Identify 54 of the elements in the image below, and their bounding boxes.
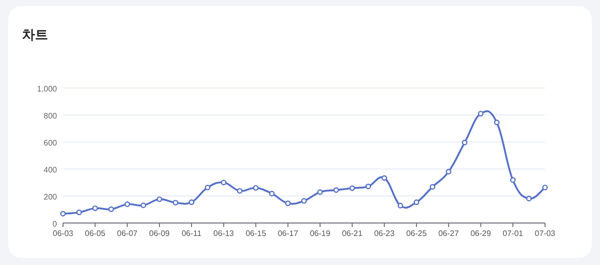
point bbox=[253, 185, 259, 191]
point bbox=[188, 199, 194, 206]
x-tick-label: 06-23 bbox=[374, 229, 396, 238]
point bbox=[494, 120, 500, 126]
point bbox=[156, 196, 162, 202]
x-tick-label: 06-07 bbox=[117, 229, 138, 238]
chart-title: 차트 bbox=[22, 28, 48, 43]
point bbox=[349, 185, 355, 191]
x-tick-label: 07-03 bbox=[534, 229, 556, 238]
x-tick-label: 06-11 bbox=[182, 229, 202, 238]
point bbox=[124, 201, 130, 208]
point bbox=[333, 187, 339, 193]
point bbox=[446, 168, 452, 174]
point bbox=[382, 175, 388, 181]
y-tick-label: 800 bbox=[44, 112, 58, 120]
x-tick-label: 07-01 bbox=[502, 229, 524, 238]
y-tick-label: 0 bbox=[52, 220, 58, 228]
point bbox=[236, 188, 243, 194]
x-tick-label: 06-17 bbox=[278, 229, 299, 238]
x-tick-label: 06-13 bbox=[213, 229, 234, 238]
y-tick-label: 200 bbox=[44, 192, 58, 202]
y-tick-label: 1,000 bbox=[36, 84, 58, 94]
point bbox=[526, 196, 532, 202]
point bbox=[76, 210, 82, 216]
y-tick-label: 400 bbox=[44, 166, 58, 174]
x-tick-label: 06-29 bbox=[470, 229, 492, 238]
x-tick-label: 06-21 bbox=[342, 229, 363, 238]
point bbox=[430, 184, 436, 190]
point bbox=[269, 190, 275, 196]
point bbox=[60, 210, 66, 216]
point bbox=[204, 184, 210, 190]
x-tick-label: 06-05 bbox=[84, 229, 106, 238]
point bbox=[398, 202, 404, 208]
x-tick-label: 06-19 bbox=[310, 229, 331, 238]
point bbox=[285, 200, 291, 206]
point bbox=[301, 198, 307, 204]
point bbox=[478, 110, 484, 116]
point bbox=[510, 177, 516, 183]
point bbox=[414, 199, 420, 206]
x-tick-label: 06-15 bbox=[246, 229, 267, 238]
x-tick-label: 06-03 bbox=[52, 229, 74, 238]
point bbox=[220, 180, 226, 186]
x-tick-label: 06-09 bbox=[149, 229, 170, 238]
point bbox=[108, 206, 114, 212]
x-tick-label: 06-27 bbox=[438, 229, 460, 238]
point bbox=[462, 140, 468, 146]
point bbox=[172, 200, 178, 206]
point bbox=[317, 189, 323, 195]
y-tick-label: 600 bbox=[44, 138, 58, 148]
point bbox=[365, 184, 372, 190]
point bbox=[92, 205, 98, 212]
point bbox=[542, 184, 548, 190]
x-tick-label: 06-25 bbox=[406, 229, 428, 238]
point bbox=[140, 202, 146, 208]
